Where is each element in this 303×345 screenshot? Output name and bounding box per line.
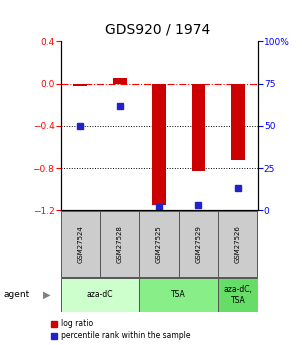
FancyBboxPatch shape [139, 211, 179, 277]
Bar [113, 78, 127, 83]
Text: GSM27526: GSM27526 [235, 225, 241, 263]
Legend: log ratio, percentile rank within the sample: log ratio, percentile rank within the sa… [49, 318, 192, 342]
Text: GSM27529: GSM27529 [195, 225, 201, 263]
FancyBboxPatch shape [218, 211, 258, 277]
Text: aza-dC: aza-dC [87, 290, 113, 299]
Text: TSA: TSA [171, 290, 186, 299]
Text: ▶: ▶ [43, 290, 51, 300]
Text: GSM27524: GSM27524 [77, 225, 83, 263]
Text: aza-dC,
TSA: aza-dC, TSA [223, 285, 252, 305]
Text: GSM27525: GSM27525 [156, 225, 162, 263]
FancyBboxPatch shape [179, 211, 218, 277]
Text: GDS920 / 1974: GDS920 / 1974 [105, 22, 210, 37]
FancyBboxPatch shape [61, 278, 139, 312]
Text: agent: agent [3, 290, 29, 299]
Bar [231, 83, 245, 160]
Bar [191, 83, 205, 171]
Bar [73, 83, 87, 86]
FancyBboxPatch shape [139, 278, 218, 312]
FancyBboxPatch shape [61, 211, 100, 277]
FancyBboxPatch shape [100, 211, 139, 277]
Text: GSM27528: GSM27528 [117, 225, 123, 263]
FancyBboxPatch shape [218, 278, 258, 312]
Bar [152, 83, 166, 205]
